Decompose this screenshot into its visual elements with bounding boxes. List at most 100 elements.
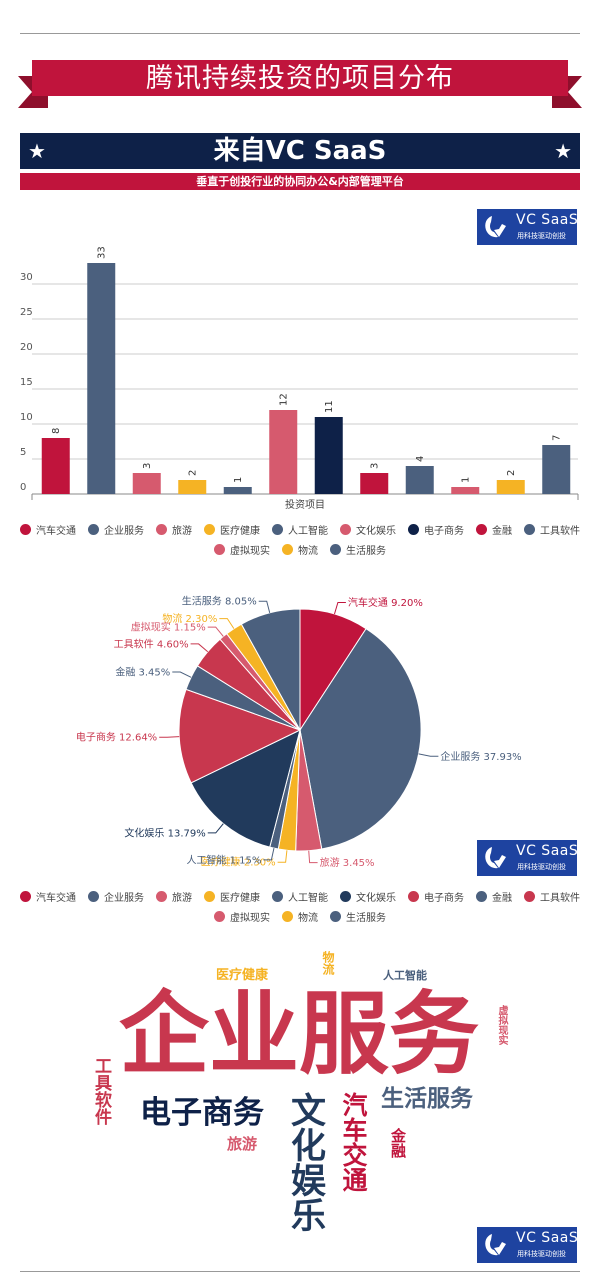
bar — [87, 263, 115, 494]
word-cloud-word: 医疗健康 — [216, 969, 268, 982]
pie-label: 企业服务 37.93% — [440, 750, 521, 763]
logo-mark-icon — [482, 1232, 508, 1258]
pie-label: 文化娱乐 13.79% — [124, 826, 205, 839]
legend-item[interactable]: 企业服务 — [88, 522, 144, 537]
legend-item[interactable]: 医疗健康 — [204, 522, 260, 537]
legend-item[interactable]: 金融 — [476, 889, 512, 904]
banner-title: 来自VC SaaS — [20, 133, 580, 169]
legend-item[interactable]: 生活服务 — [330, 909, 386, 924]
legend-item[interactable]: 物流 — [282, 909, 318, 924]
legend-swatch — [20, 891, 31, 902]
legend-item[interactable]: 生活服务 — [330, 542, 386, 557]
legend-item[interactable]: 虚拟现实 — [214, 909, 270, 924]
legend-item[interactable]: 金融 — [476, 522, 512, 537]
legend-item[interactable]: 电子商务 — [408, 889, 464, 904]
legend-item[interactable]: 汽车交通 — [20, 889, 76, 904]
legend-item[interactable]: 旅游 — [156, 889, 192, 904]
word-cloud-word: 文化娱乐 — [287, 1092, 322, 1232]
legend-item[interactable]: 工具软件 — [524, 522, 580, 537]
legend-item[interactable]: 文化娱乐 — [340, 889, 396, 904]
bar-value-label: 3 — [142, 463, 153, 469]
title-ribbon: 腾讯持续投资的项目分布 — [18, 60, 582, 108]
legend-label: 工具软件 — [540, 522, 580, 537]
y-tick-label: 0 — [20, 482, 26, 493]
bottom-divider — [20, 1271, 580, 1272]
pie-leader-line — [159, 737, 179, 738]
bar-value-label: 8 — [51, 428, 62, 434]
legend-swatch — [88, 891, 99, 902]
bar-value-label: 7 — [551, 435, 562, 441]
pie-label: 旅游 3.45% — [320, 856, 375, 869]
word-cloud-word: 电子商务 — [140, 1098, 264, 1129]
y-tick-label: 5 — [20, 447, 26, 458]
banner-subtitle: 垂直于创投行业的协同办公&内部管理平台 — [20, 173, 580, 190]
legend-item[interactable]: 文化娱乐 — [340, 522, 396, 537]
word-cloud-word: 汽车交通 — [341, 1092, 366, 1192]
pie-leader-line — [172, 672, 191, 677]
bar — [269, 410, 297, 494]
bar-value-label: 2 — [506, 470, 517, 476]
bar-value-label: 2 — [187, 470, 198, 476]
y-tick-label: 10 — [20, 412, 33, 423]
bar — [224, 487, 252, 494]
vcsaas-logo: VC SaaS 用科技驱动创投 — [477, 1227, 577, 1263]
legend-item[interactable]: 医疗健康 — [204, 889, 260, 904]
legend-label: 虚拟现实 — [230, 542, 270, 557]
legend-item[interactable]: 工具软件 — [524, 889, 580, 904]
word-cloud-word: 旅游 — [227, 1137, 257, 1152]
legend-row: 虚拟现实 物流 生活服务 — [20, 539, 580, 559]
pie-legend: 汽车交通 企业服务 旅游 医疗健康 人工智能 文化娱乐 电子商务 金融 工具软件虚拟现实 物流 生活… — [20, 886, 580, 926]
legend-swatch — [214, 544, 225, 555]
legend-label: 汽车交通 — [36, 522, 76, 537]
legend-item[interactable]: 人工智能 — [272, 522, 328, 537]
pie-leader-line — [259, 601, 270, 613]
bar-value-label: 1 — [460, 477, 471, 483]
legend-swatch — [330, 911, 341, 922]
legend-swatch — [282, 911, 293, 922]
pie-leader-line — [208, 627, 224, 636]
pie-leader-line — [334, 603, 345, 615]
legend-swatch — [272, 891, 283, 902]
legend-item[interactable]: 旅游 — [156, 522, 192, 537]
pie-leader-line — [309, 851, 318, 863]
source-banner: ★ 来自VC SaaS ★ — [20, 133, 580, 169]
legend-item[interactable]: 电子商务 — [408, 522, 464, 537]
pie-label: 物流 2.30% — [162, 612, 217, 625]
legend-label: 医疗健康 — [220, 522, 260, 537]
legend-swatch — [340, 891, 351, 902]
legend-label: 电子商务 — [424, 889, 464, 904]
legend-item[interactable]: 虚拟现实 — [214, 542, 270, 557]
y-tick-label: 30 — [20, 272, 33, 283]
legend-label: 生活服务 — [346, 542, 386, 557]
legend-row: 汽车交通 企业服务 旅游 医疗健康 人工智能 文化娱乐 电子商务 金融 工具软件 — [20, 519, 580, 539]
legend-row: 汽车交通 企业服务 旅游 医疗健康 人工智能 文化娱乐 电子商务 金融 工具软件 — [20, 886, 580, 906]
pie-leader-line — [219, 619, 234, 629]
legend-swatch — [204, 524, 215, 535]
legend-label: 医疗健康 — [220, 889, 260, 904]
legend-label: 企业服务 — [104, 889, 144, 904]
y-tick-label: 20 — [20, 342, 33, 353]
pie-leader-line — [208, 824, 224, 833]
pie-leader-line — [191, 644, 208, 652]
logo-tagline: 用科技驱动创投 — [517, 1249, 566, 1259]
bar — [315, 417, 343, 494]
legend-swatch — [524, 891, 535, 902]
legend-label: 金融 — [492, 522, 512, 537]
bar-value-label: 11 — [324, 400, 335, 413]
legend-label: 物流 — [298, 909, 318, 924]
legend-label: 人工智能 — [288, 522, 328, 537]
legend-label: 文化娱乐 — [356, 522, 396, 537]
legend-item[interactable]: 企业服务 — [88, 889, 144, 904]
legend-item[interactable]: 物流 — [282, 542, 318, 557]
y-tick-label: 15 — [20, 377, 33, 388]
legend-swatch — [20, 524, 31, 535]
legend-label: 人工智能 — [288, 889, 328, 904]
legend-item[interactable]: 人工智能 — [272, 889, 328, 904]
legend-label: 文化娱乐 — [356, 889, 396, 904]
legend-swatch — [524, 524, 535, 535]
y-tick-label: 25 — [20, 307, 33, 318]
legend-item[interactable]: 汽车交通 — [20, 522, 76, 537]
legend-swatch — [88, 524, 99, 535]
legend-swatch — [156, 891, 167, 902]
